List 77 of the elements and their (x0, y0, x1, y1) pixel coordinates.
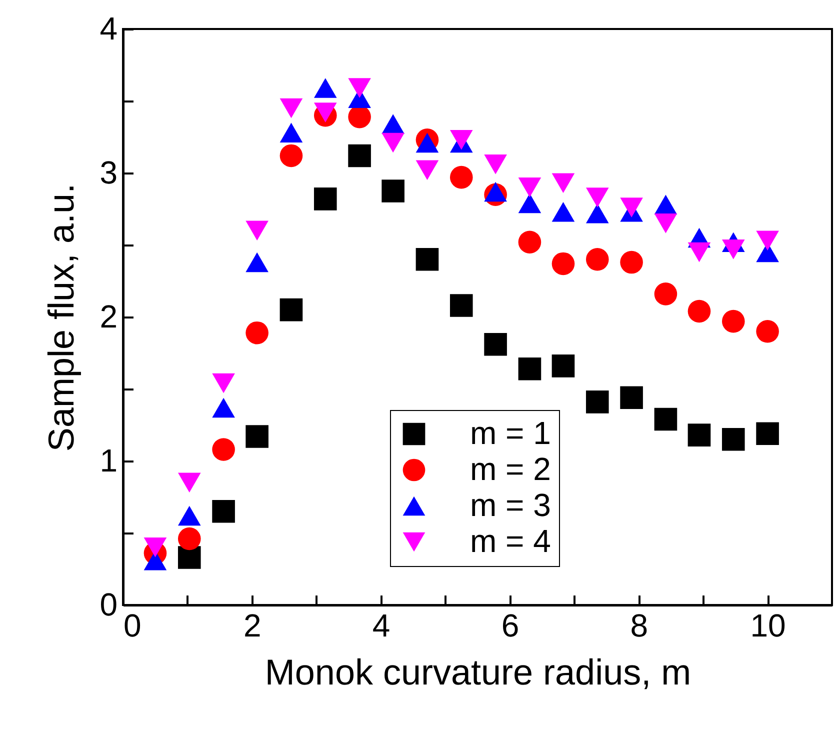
point (280, 144, 303, 168)
point (212, 500, 235, 523)
legend-label: m = 4 (470, 523, 551, 559)
point (688, 242, 711, 262)
point (178, 546, 201, 569)
point (450, 294, 473, 317)
point (586, 203, 609, 224)
point (280, 122, 303, 143)
point (348, 144, 371, 168)
point (586, 248, 609, 271)
x-tick-label: 6 (501, 608, 520, 644)
point (654, 214, 678, 234)
point (484, 332, 507, 356)
point (688, 300, 711, 323)
legend-label: m = 3 (470, 487, 551, 523)
point (654, 408, 678, 431)
point (484, 182, 507, 202)
point (518, 357, 542, 380)
point (416, 132, 439, 153)
point (246, 252, 268, 272)
x-axis-title: Monok curvature radius, m (264, 652, 692, 692)
point (586, 188, 609, 208)
point (722, 310, 745, 333)
point (178, 527, 201, 550)
point (212, 438, 235, 461)
point (620, 198, 643, 218)
point (246, 321, 268, 344)
point (552, 252, 575, 276)
point (280, 98, 303, 118)
point (348, 78, 371, 98)
x-tick-label: 8 (630, 608, 648, 644)
point (756, 320, 779, 343)
point (416, 248, 439, 271)
point (484, 154, 507, 174)
point (178, 506, 201, 526)
point (688, 424, 711, 446)
point (722, 239, 745, 260)
point (756, 422, 779, 446)
y-tick-label: 1 (100, 442, 118, 478)
point (314, 78, 337, 98)
point (416, 160, 439, 180)
point (518, 230, 542, 254)
point (314, 102, 337, 122)
legend-label: m = 1 (470, 415, 551, 451)
y-tick-label: 2 (100, 298, 118, 334)
point (450, 166, 473, 189)
point (246, 220, 268, 240)
y-axis-title: Sample flux, a.u. (40, 183, 82, 452)
point (620, 386, 643, 410)
x-tick-label: 4 (372, 608, 390, 644)
y-tick-label: 4 (100, 10, 118, 46)
point (518, 178, 542, 198)
point (756, 230, 779, 251)
x-tick-label: 10 (750, 608, 786, 644)
point (552, 354, 575, 378)
point (586, 390, 609, 414)
point (212, 398, 235, 418)
x-tick-label: 0 (124, 608, 142, 644)
point (246, 425, 268, 448)
point (654, 194, 678, 215)
point (382, 114, 404, 134)
point (552, 202, 575, 222)
point (620, 250, 643, 274)
point (654, 282, 678, 306)
point (212, 373, 235, 394)
point (552, 173, 575, 193)
y-tick-label: 3 (100, 154, 118, 190)
point (518, 193, 542, 214)
point (178, 472, 201, 492)
point (280, 298, 303, 322)
point (382, 180, 404, 202)
point (144, 538, 167, 558)
point (382, 132, 404, 153)
legend-label: m = 2 (470, 451, 551, 487)
x-tick-label: 2 (244, 608, 262, 644)
point (314, 188, 337, 210)
point (722, 428, 745, 451)
